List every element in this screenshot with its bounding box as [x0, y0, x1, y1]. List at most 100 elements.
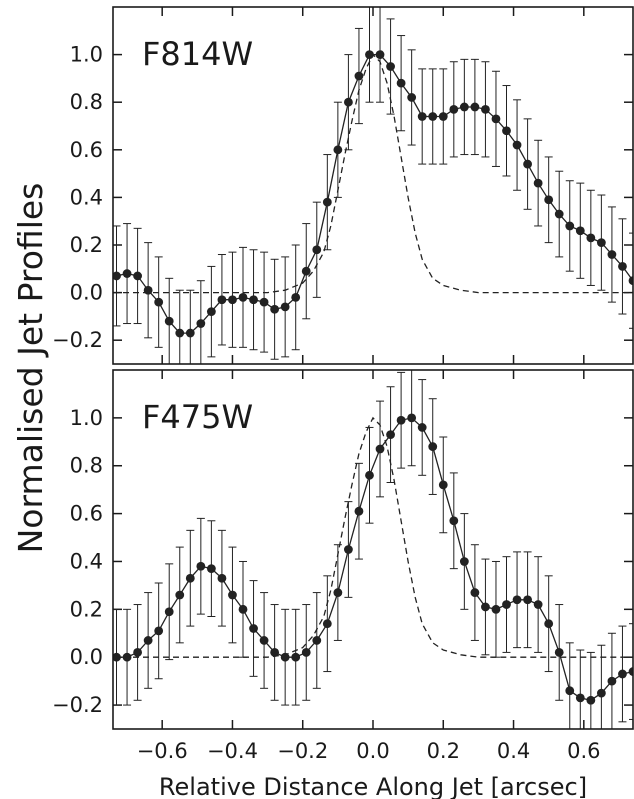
data-point: [565, 686, 575, 696]
data-point: [133, 271, 142, 281]
data-point: [375, 50, 385, 59]
data-point: [554, 648, 564, 657]
data-point: [249, 295, 258, 305]
data-point: [344, 97, 353, 107]
panel-f814w: −0.2 0.0 0.2 0.4 0.6 0.8 1.0 F814W: [52, 6, 634, 365]
data-point: [512, 595, 522, 605]
data-point: [259, 297, 269, 307]
data-point: [291, 652, 301, 662]
data-point: [228, 590, 237, 600]
data-point: [333, 145, 343, 155]
data-point: [596, 688, 606, 698]
data-point: [270, 648, 280, 657]
data-point: [459, 102, 469, 112]
data-layer: [113, 7, 633, 364]
y-tick-label: 1.0: [70, 406, 103, 430]
data-point: [333, 588, 343, 597]
data-point: [428, 112, 438, 121]
panel-f475w: −0.2 0.0 0.2 0.4 0.6 0.8 1.0 F475W: [52, 369, 634, 730]
profile-line: [116, 417, 633, 701]
data-point: [628, 276, 633, 286]
x-tick-label: 0.4: [497, 739, 530, 763]
data-point: [122, 652, 132, 662]
data-point: [470, 588, 480, 597]
data-point: [217, 573, 227, 583]
data-point: [470, 102, 480, 112]
data-point: [344, 545, 353, 554]
data-point: [438, 480, 448, 490]
data-point: [586, 233, 596, 243]
data-point: [113, 271, 121, 281]
filter-label: F475W: [142, 398, 253, 436]
data-point: [396, 415, 406, 425]
y-tick-label: 0.2: [70, 597, 103, 621]
data-point: [596, 238, 606, 248]
data-point: [386, 62, 395, 71]
data-point: [154, 626, 164, 636]
data-point: [175, 328, 185, 338]
data-point: [491, 604, 501, 614]
data-point: [533, 600, 543, 609]
data-point: [354, 506, 364, 516]
y-tick-label: 0.8: [70, 90, 103, 114]
data-point: [459, 557, 469, 566]
y-tick-label: 0.0: [70, 281, 103, 305]
data-layer: [113, 370, 633, 729]
data-point: [312, 636, 322, 645]
data-point: [417, 423, 427, 432]
data-point: [217, 295, 227, 305]
filter-label: F814W: [142, 35, 253, 73]
x-tick-label: −0.2: [277, 739, 328, 763]
x-tick-label: 0.0: [356, 739, 389, 763]
data-point: [206, 307, 216, 317]
profile-line: [116, 53, 633, 334]
data-point: [206, 564, 216, 574]
axes-frame: [112, 369, 634, 730]
psf-model-line: [113, 53, 633, 294]
data-point: [554, 209, 564, 219]
data-point: [185, 328, 195, 338]
data-point: [259, 636, 269, 645]
data-point: [628, 667, 633, 676]
data-point: [365, 470, 374, 480]
data-point: [196, 561, 206, 571]
data-point: [386, 430, 395, 440]
data-point: [523, 159, 532, 169]
data-point: [586, 695, 596, 705]
data-point: [502, 126, 511, 136]
data-point: [502, 600, 511, 609]
y-tick-label: −0.2: [52, 693, 103, 717]
data-point: [396, 78, 406, 88]
y-tick-label: 0.0: [70, 645, 103, 669]
data-point: [301, 266, 311, 276]
data-point: [270, 304, 280, 314]
data-point: [618, 669, 627, 679]
data-point: [133, 648, 142, 657]
data-point: [438, 112, 448, 121]
y-tick-label: 0.8: [70, 454, 103, 478]
data-point: [575, 226, 585, 236]
data-point: [575, 693, 585, 703]
data-point: [512, 140, 522, 150]
data-point: [238, 292, 248, 302]
x-tick-label: −0.4: [207, 739, 258, 763]
data-point: [533, 178, 543, 188]
data-point: [238, 604, 248, 614]
y-tick-label: 0.6: [70, 138, 103, 162]
data-point: [375, 444, 385, 454]
y-tick-label: −0.2: [52, 328, 103, 352]
x-tick-label: 0.6: [567, 739, 600, 763]
data-point: [449, 516, 459, 526]
data-point: [544, 195, 554, 205]
data-point: [544, 619, 554, 629]
data-point: [428, 442, 438, 451]
data-point: [196, 319, 206, 328]
x-tick-label: 0.2: [427, 739, 460, 763]
axes-frame: [112, 6, 634, 365]
data-point: [312, 245, 322, 255]
y-tick-label: 0.2: [70, 233, 103, 257]
data-point: [228, 295, 237, 305]
data-point: [449, 104, 459, 114]
data-point: [481, 602, 490, 612]
